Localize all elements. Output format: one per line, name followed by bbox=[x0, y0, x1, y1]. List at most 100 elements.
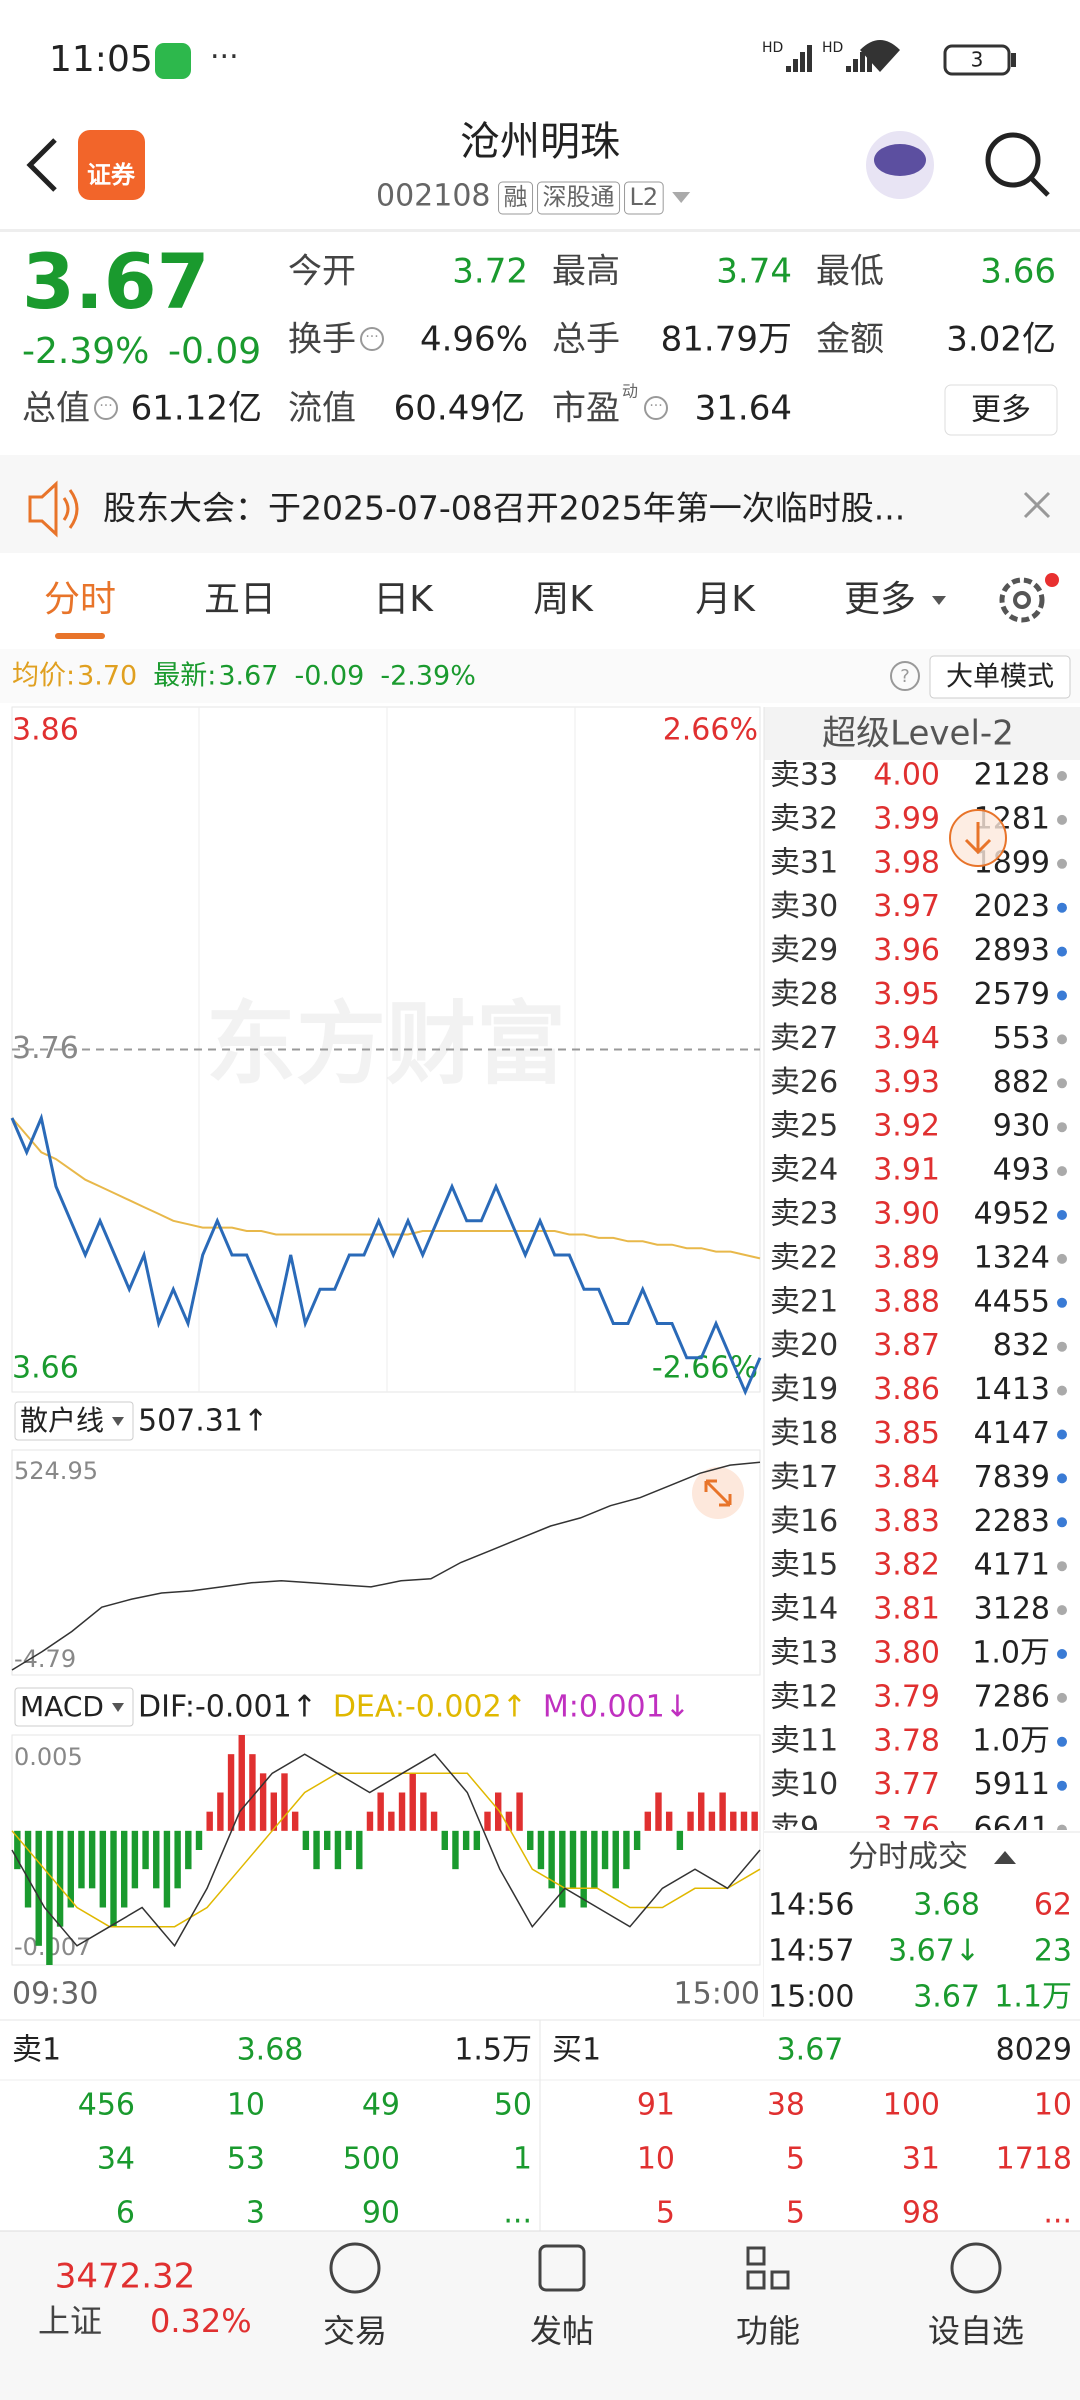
stat-label: 最高 bbox=[552, 252, 620, 292]
tab[interactable]: 五日 bbox=[204, 579, 276, 620]
nav-item[interactable]: 交易 bbox=[323, 2312, 387, 2350]
more-label[interactable]: 更多 bbox=[971, 393, 1031, 428]
settings-button[interactable] bbox=[999, 577, 1045, 623]
ask-dot bbox=[1057, 1034, 1067, 1045]
macd-bar bbox=[708, 1811, 716, 1831]
more-button[interactable] bbox=[944, 384, 1058, 436]
ask-price: 3.79 bbox=[873, 1679, 940, 1714]
book-cell: 1718 bbox=[996, 2142, 1072, 2177]
signal-bar bbox=[800, 52, 805, 72]
dropdown bbox=[672, 192, 691, 203]
mode-label[interactable]: 大单模式 bbox=[946, 662, 1054, 693]
info-icon bbox=[94, 396, 118, 420]
ask-price: 3.89 bbox=[873, 1240, 940, 1275]
tab[interactable]: 周K bbox=[533, 579, 594, 620]
macd-bar bbox=[452, 1830, 459, 1870]
close-notice[interactable] bbox=[1023, 491, 1051, 519]
ask-volume: 2579 bbox=[974, 977, 1050, 1012]
index-value[interactable]: 3472.32 bbox=[55, 2257, 196, 2297]
ask-level: 卖21 bbox=[770, 1284, 838, 1319]
ask-volume: 1324 bbox=[974, 1240, 1050, 1275]
zoom-arrows bbox=[704, 1479, 732, 1507]
ask-price: 3.86 bbox=[873, 1372, 940, 1407]
indicator-value: M:0.001↓ bbox=[543, 1690, 690, 1725]
macd-selector[interactable] bbox=[14, 1687, 134, 1727]
macd-bar bbox=[88, 1830, 96, 1889]
macd-bar bbox=[195, 1830, 203, 1850]
ask-price: 3.91 bbox=[873, 1153, 940, 1188]
macd-bar bbox=[366, 1811, 374, 1831]
macd-bar bbox=[591, 1830, 598, 1889]
nav-item[interactable]: 功能 bbox=[736, 2312, 800, 2350]
notice-text[interactable]: 股东大会：于2025-07-08召开2025年第一次临时股... bbox=[103, 489, 905, 528]
ask-price: 3.80 bbox=[873, 1636, 940, 1671]
tab[interactable]: 更多 bbox=[844, 579, 916, 620]
tab[interactable]: 月K bbox=[695, 579, 756, 620]
ask-dot bbox=[1057, 1605, 1067, 1616]
level2-header bbox=[764, 707, 1080, 760]
signal-bar bbox=[846, 66, 851, 72]
signal-bar bbox=[807, 45, 812, 72]
info-dots: ··· bbox=[365, 329, 378, 345]
book-cell: 34 bbox=[97, 2142, 135, 2177]
ask-price: 3.95 bbox=[873, 977, 940, 1012]
ask-dot bbox=[1057, 990, 1067, 1001]
ask-volume: 930 bbox=[993, 1109, 1050, 1144]
ask-dot bbox=[1057, 1122, 1067, 1133]
macd-bar bbox=[537, 1830, 545, 1870]
speaker-waves bbox=[62, 489, 79, 529]
search-button[interactable] bbox=[985, 132, 1041, 188]
ask-price: 3.93 bbox=[873, 1065, 940, 1100]
signal-bar bbox=[793, 59, 798, 72]
indicator-label[interactable]: 散户线 bbox=[20, 1404, 104, 1437]
mode-button[interactable] bbox=[929, 655, 1071, 699]
book-cell: 50 bbox=[494, 2088, 532, 2123]
info-dots: ··· bbox=[649, 398, 662, 414]
ask-dot bbox=[1057, 1649, 1067, 1659]
ask-price: 3.83 bbox=[873, 1504, 940, 1539]
ask-level: 卖31 bbox=[770, 845, 838, 880]
ask-level: 卖23 bbox=[770, 1197, 838, 1232]
trade-time: 15:00 bbox=[768, 1980, 854, 2015]
macd-bar bbox=[377, 1792, 384, 1831]
macd-bar bbox=[120, 1830, 128, 1908]
ask-level: 卖25 bbox=[770, 1109, 838, 1144]
ask-level: 卖15 bbox=[770, 1548, 838, 1583]
ask-volume: 7839 bbox=[974, 1460, 1050, 1495]
x-tick-label: 09:30 bbox=[12, 1977, 98, 2012]
macd-bar bbox=[484, 1811, 491, 1831]
index-name: 上证 bbox=[38, 2302, 102, 2340]
indicator-label[interactable]: MACD bbox=[20, 1690, 104, 1723]
ask-volume: 3128 bbox=[974, 1592, 1050, 1627]
nav-item[interactable]: 发帖 bbox=[530, 2312, 594, 2350]
ask-dot bbox=[1057, 1780, 1067, 1791]
help-icon[interactable] bbox=[890, 661, 920, 691]
help-mark: ? bbox=[900, 666, 910, 687]
tab-dropdown bbox=[932, 596, 946, 605]
macd-bar bbox=[142, 1830, 149, 1870]
tab[interactable]: 日K bbox=[373, 579, 434, 620]
macd-bar bbox=[601, 1830, 609, 1870]
notice-bar[interactable] bbox=[0, 455, 1080, 553]
book-volume: 8029 bbox=[996, 2033, 1072, 2068]
ask-level: 卖29 bbox=[770, 933, 838, 968]
macd-bar bbox=[740, 1811, 748, 1831]
ask-level: 卖17 bbox=[770, 1460, 838, 1495]
y-tick-label: 524.95 bbox=[14, 1457, 98, 1485]
ask-level: 卖16 bbox=[770, 1504, 838, 1539]
stat-value: 4.96% bbox=[420, 320, 528, 360]
macd-bar bbox=[99, 1830, 107, 1908]
ask-level: 卖10 bbox=[770, 1767, 838, 1802]
nav-item[interactable]: 设自选 bbox=[928, 2312, 1024, 2350]
more-dots: ··· bbox=[210, 40, 239, 75]
ask-dot bbox=[1057, 1473, 1067, 1484]
ask-level: 卖27 bbox=[770, 1021, 838, 1056]
indicator-value: DIF:-0.001↑ bbox=[138, 1690, 317, 1725]
red-dot bbox=[1045, 573, 1059, 587]
stat-label: 换手 bbox=[288, 320, 356, 360]
tab[interactable]: 分时 bbox=[44, 579, 116, 620]
watermark: 东方财富 bbox=[206, 992, 566, 1097]
retail-selector[interactable] bbox=[14, 1401, 134, 1441]
back-button[interactable] bbox=[26, 138, 57, 192]
trade-time: 14:56 bbox=[768, 1888, 854, 1923]
